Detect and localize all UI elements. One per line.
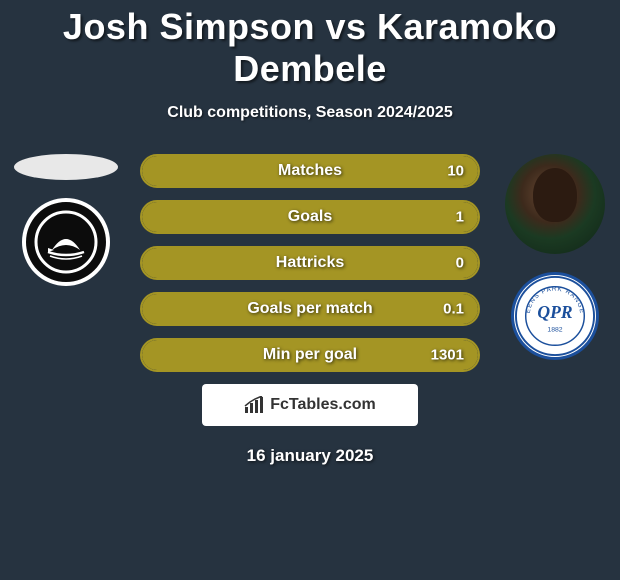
snapshot-date: 16 january 2025	[0, 446, 620, 466]
player2-photo	[505, 154, 605, 254]
watermark-badge: FcTables.com	[202, 384, 418, 426]
right-player-column: QPR 1882 QUEENS PARK RANGERS	[497, 154, 612, 360]
left-player-column	[8, 154, 123, 286]
comparison-panel: QPR 1882 QUEENS PARK RANGERS Matches 10 …	[0, 154, 620, 372]
stat-value: 1301	[431, 347, 464, 364]
plymouth-badge-icon	[34, 210, 98, 274]
stat-value: 0.1	[443, 301, 464, 318]
page-title: Josh Simpson vs Karamoko Dembele	[0, 0, 620, 90]
stat-value: 10	[447, 163, 464, 180]
player1-photo-placeholder	[14, 154, 118, 180]
chart-icon	[244, 396, 264, 414]
stat-bar-goals: Goals 1	[140, 200, 480, 234]
player1-club-badge	[22, 198, 110, 286]
stat-bars: Matches 10 Goals 1 Hattricks 0 Goals per…	[140, 154, 480, 372]
stat-bar-matches: Matches 10	[140, 154, 480, 188]
stat-value: 1	[456, 209, 464, 226]
stat-value: 0	[456, 255, 464, 272]
svg-text:QPR: QPR	[537, 302, 572, 322]
page-subtitle: Club competitions, Season 2024/2025	[0, 104, 620, 122]
stat-bar-goals-per-match: Goals per match 0.1	[140, 292, 480, 326]
stat-label: Goals	[288, 208, 332, 226]
stat-label: Min per goal	[263, 346, 357, 364]
qpr-founded-text: 1882	[547, 327, 562, 334]
stat-bar-min-per-goal: Min per goal 1301	[140, 338, 480, 372]
stat-label: Goals per match	[247, 300, 372, 318]
stat-bar-hattricks: Hattricks 0	[140, 246, 480, 280]
player2-club-badge: QPR 1882 QUEENS PARK RANGERS	[511, 272, 599, 360]
watermark-text: FcTables.com	[270, 396, 376, 414]
stat-label: Hattricks	[276, 254, 344, 272]
qpr-badge-icon: QPR 1882 QUEENS PARK RANGERS	[514, 274, 596, 358]
stat-label: Matches	[278, 162, 342, 180]
